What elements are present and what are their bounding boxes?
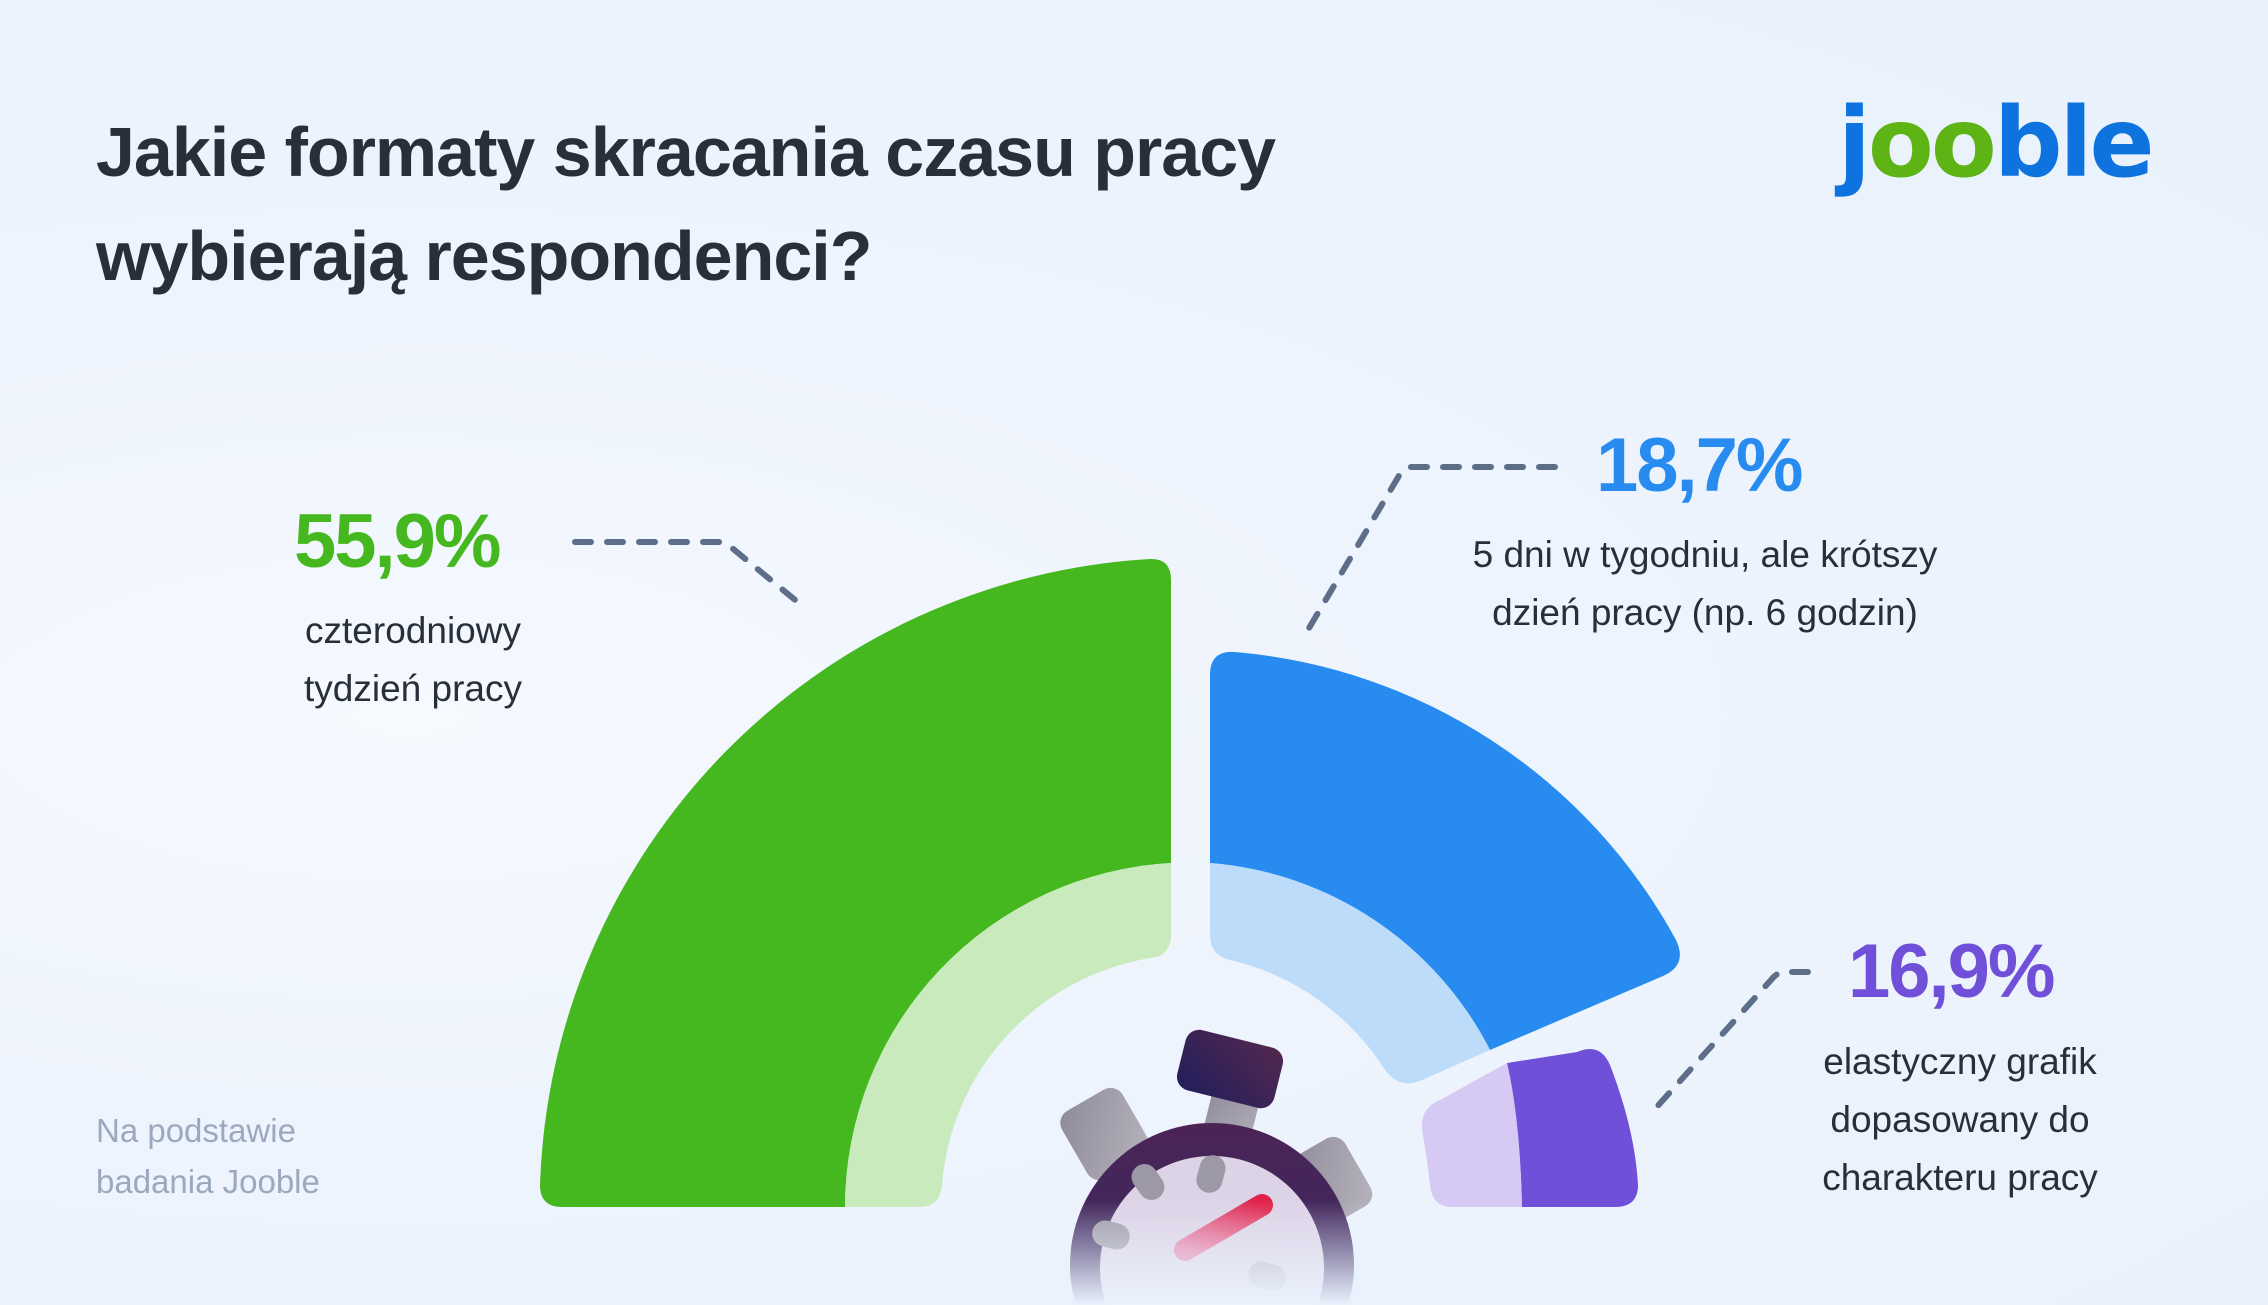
label-line: tydzień pracy (304, 668, 522, 709)
logo-oo: oo (1867, 87, 1997, 199)
label-flexible-schedule: elastyczny grafik dopasowany do charakte… (1770, 1033, 2150, 1207)
leader-line-green (572, 539, 803, 607)
label-line: dopasowany do (1830, 1099, 2090, 1140)
value-shorter-day: 18,7% (1596, 423, 1803, 508)
label-four-day-week: czterodniowy tydzień pracy (258, 602, 568, 718)
logo-j: j (1838, 87, 1871, 199)
label-line: elastyczny grafik (1823, 1041, 2097, 1082)
value-four-day-week: 55,9% (294, 499, 501, 584)
source-line-1: Na podstawie (96, 1112, 296, 1149)
bar-four-day-week (540, 558, 1171, 1207)
label-line: 5 dni w tygodniu, ale krótszy (1472, 534, 1938, 575)
logo-ble: ble (1993, 87, 2155, 199)
source-note: Na podstawie badania Jooble (96, 1105, 320, 1207)
page-title: Jakie formaty skracania czasu pracy wybi… (96, 100, 1596, 308)
label-shorter-day: 5 dni w tygodniu, ale krótszy dzień prac… (1400, 526, 2010, 642)
title-line-1: Jakie formaty skracania czasu pracy (96, 113, 1276, 191)
label-line: czterodniowy (305, 610, 521, 651)
leader-line-blue (1299, 464, 1558, 643)
leader-lines (572, 464, 1811, 1113)
title-line-2: wybierają respondenci? (96, 217, 872, 295)
source-line-2: badania Jooble (96, 1163, 320, 1200)
value-flexible-schedule: 16,9% (1848, 929, 2055, 1014)
leader-line-purple (1651, 969, 1811, 1113)
bar-shorter-day (1210, 651, 1680, 1084)
label-line: charakteru pracy (1822, 1157, 2098, 1198)
bar-flexible-schedule (1421, 1048, 1638, 1207)
label-line: dzień pracy (np. 6 godzin) (1492, 592, 1918, 633)
stopwatch-icon (1030, 1029, 1400, 1305)
jooble-logo: jooble (1838, 87, 2155, 199)
